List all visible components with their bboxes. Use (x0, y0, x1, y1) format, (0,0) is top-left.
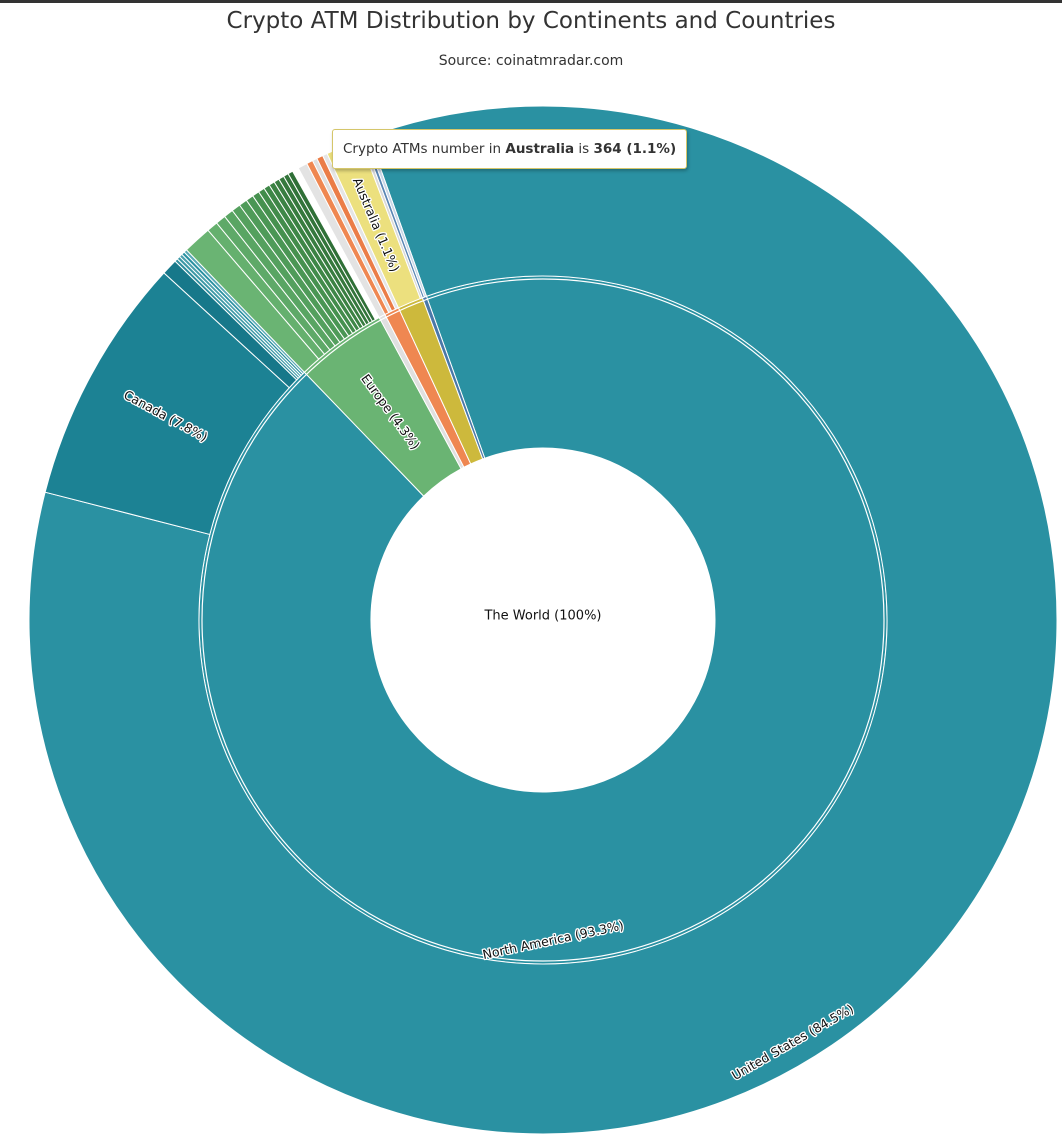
center-world[interactable] (371, 448, 715, 792)
ring-separator (201, 278, 885, 962)
center-label: The World (100%) (483, 609, 601, 624)
country-other-1-14[interactable] (287, 170, 377, 322)
country-united-states-0-0[interactable] (28, 105, 1058, 1135)
chart-subtitle: Source: coinatmradar.com (438, 53, 624, 69)
tooltip-value: 364 (1.1%) (593, 141, 677, 157)
tooltip-prefix: Crypto ATMs number in (343, 141, 502, 157)
chart-tooltip: Crypto ATMs number in Australia is 364 (… (332, 129, 688, 169)
top-border (0, 0, 1062, 3)
chart-title: Crypto ATM Distribution by Continents an… (226, 8, 836, 34)
tooltip-country: Australia (505, 141, 575, 157)
tooltip-middle: is (578, 141, 590, 157)
